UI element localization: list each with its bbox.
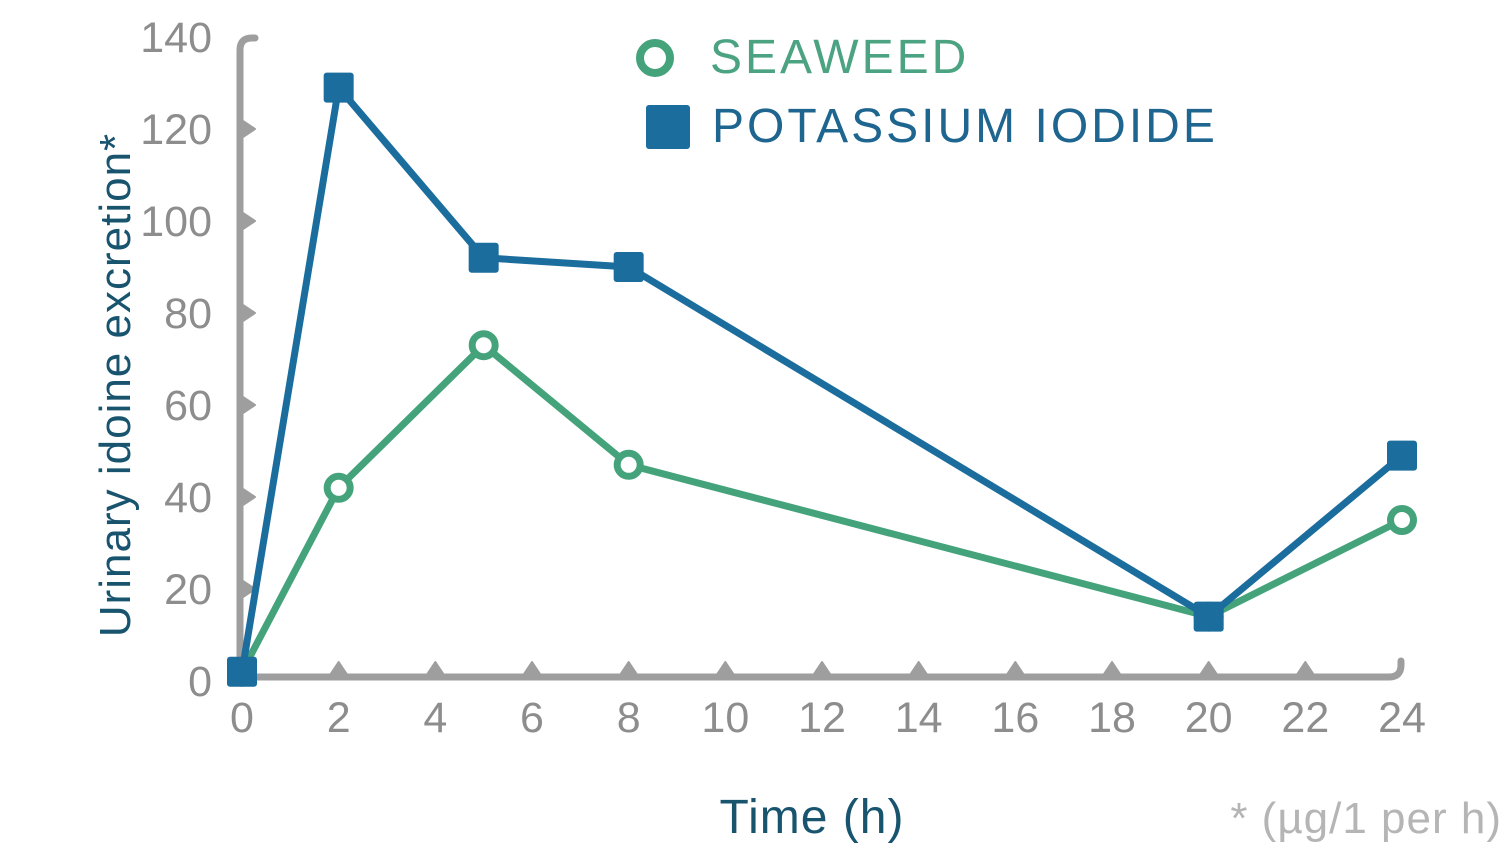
marker-circle-seaweed <box>613 449 644 480</box>
open-circle-marker-icon <box>636 39 674 77</box>
y-tick <box>242 396 256 414</box>
marker-circle-seaweed <box>468 330 499 361</box>
x-tick-label: 16 <box>991 694 1039 742</box>
filled-square-marker-icon <box>646 105 690 149</box>
x-axis-title: Time (h) <box>719 791 905 844</box>
y-tick <box>242 580 256 598</box>
y-tick <box>242 488 256 506</box>
x-axis-line <box>232 657 1405 681</box>
x-tick <box>813 661 831 675</box>
marker-square-potassium-iodide <box>1387 440 1417 471</box>
x-tick <box>1103 661 1121 675</box>
x-tick <box>619 661 638 675</box>
x-tick <box>1199 661 1218 675</box>
legend-label-seaweed: SEAWEED <box>710 31 970 84</box>
y-tick <box>242 304 256 322</box>
y-axis-title: Urinary idoine excretion* <box>91 132 140 638</box>
marker-square-potassium-iodide <box>323 72 354 103</box>
y-tick <box>242 212 256 230</box>
units-footnote: * (µg/1 per h) <box>1230 794 1500 843</box>
x-tick-label: 18 <box>1088 694 1136 742</box>
marker-square-potassium-iodide <box>468 242 499 273</box>
marker-circle-seaweed <box>323 472 354 503</box>
series-line-seaweed <box>238 341 1406 676</box>
x-tick-label: 0 <box>230 694 254 742</box>
y-tick-label: 20 <box>164 566 212 614</box>
series-line-potassium-iodide <box>238 84 1406 676</box>
y-tick-label: 120 <box>140 106 212 154</box>
x-tick <box>909 661 928 675</box>
y-tick-label: 60 <box>164 382 212 430</box>
x-tick-label: 8 <box>617 694 641 742</box>
y-tick-label: 80 <box>164 290 212 338</box>
marker-circle-seaweed <box>1387 505 1417 535</box>
x-tick-label: 24 <box>1378 694 1426 742</box>
x-tick-label: 10 <box>701 694 749 742</box>
x-tick <box>1006 661 1025 675</box>
y-tick-label: 140 <box>140 16 212 62</box>
y-tick <box>242 120 256 138</box>
x-tick-label: 20 <box>1185 694 1233 742</box>
x-tick <box>716 661 735 675</box>
marker-square-potassium-iodide <box>227 656 257 687</box>
x-tick-label: 22 <box>1281 694 1329 742</box>
x-tick <box>426 661 445 675</box>
x-tick-label: 4 <box>423 694 447 742</box>
y-axis-line <box>236 34 259 685</box>
iodine-excretion-chart: 0 2 4 6 8 10 12 14 16 18 20 22 24 0 20 40 60 80 100 120 140 … <box>40 16 1500 844</box>
y-tick-label: 0 <box>188 658 212 706</box>
y-tick-label: 40 <box>164 474 212 522</box>
x-tick-label: 2 <box>327 694 351 742</box>
x-tick <box>523 661 541 675</box>
x-tick <box>1296 661 1315 675</box>
legend-label-potassium-iodide: POTASSIUM IODIDE <box>712 100 1218 153</box>
legend-item-potassium-iodide: POTASSIUM IODIDE <box>636 102 1218 152</box>
marker-square-potassium-iodide <box>613 252 644 282</box>
legend-item-seaweed: SEAWEED <box>636 28 1218 88</box>
x-tick-label: 6 <box>520 694 544 742</box>
x-tick-label: 14 <box>895 694 943 742</box>
x-tick <box>329 661 348 675</box>
y-tick-label: 100 <box>140 198 212 246</box>
marker-square-potassium-iodide <box>1193 601 1224 632</box>
legend: SEAWEED POTASSIUM IODIDE <box>636 28 1218 152</box>
x-tick-label: 12 <box>798 694 846 742</box>
